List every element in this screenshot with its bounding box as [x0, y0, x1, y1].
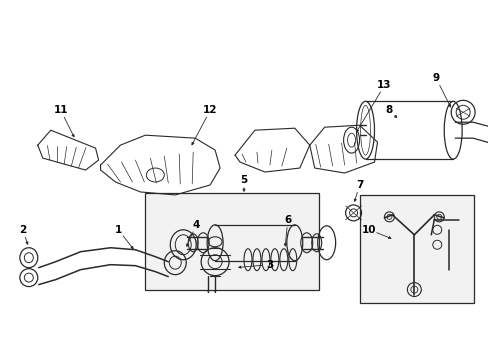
Text: 5: 5 — [240, 175, 247, 185]
Text: 1: 1 — [115, 225, 122, 235]
Text: 8: 8 — [385, 105, 392, 115]
Text: 13: 13 — [376, 80, 391, 90]
Text: 7: 7 — [355, 180, 363, 190]
Text: 2: 2 — [19, 225, 26, 235]
Text: 10: 10 — [362, 225, 376, 235]
Text: 3: 3 — [266, 260, 273, 270]
Bar — [359, 195, 473, 302]
Text: 11: 11 — [53, 105, 68, 115]
Bar — [145, 193, 318, 289]
Text: 12: 12 — [203, 105, 217, 115]
Text: 4: 4 — [192, 220, 200, 230]
Text: 6: 6 — [284, 215, 291, 225]
Text: 9: 9 — [432, 73, 439, 84]
